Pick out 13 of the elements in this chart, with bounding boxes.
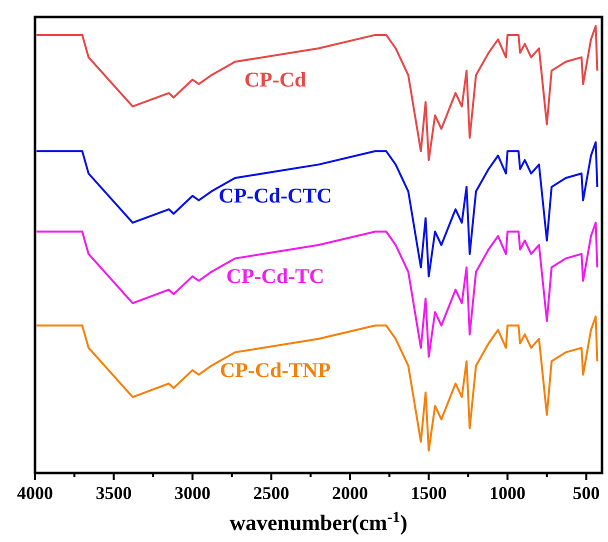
- series-label: CP-Cd-TNP: [220, 358, 331, 382]
- series-label: CP-Cd: [244, 67, 306, 92]
- x-tick-label: 2500: [253, 483, 290, 503]
- x-tick-label: 1000: [490, 483, 526, 503]
- x-tick-label: 3500: [96, 483, 132, 503]
- x-tick-label: 3000: [174, 483, 210, 503]
- series-label: CP-Cd-CTC: [218, 184, 332, 208]
- x-tick-label: 4000: [17, 483, 53, 503]
- series-label: CP-Cd-TC: [226, 264, 324, 288]
- x-tick-label: 1500: [410, 483, 447, 503]
- x-tick-label: 500: [572, 483, 600, 503]
- x-tick-label: 2000: [332, 483, 368, 503]
- x-axis-title: wavenumber(cm$^{-1}$): [230, 508, 408, 535]
